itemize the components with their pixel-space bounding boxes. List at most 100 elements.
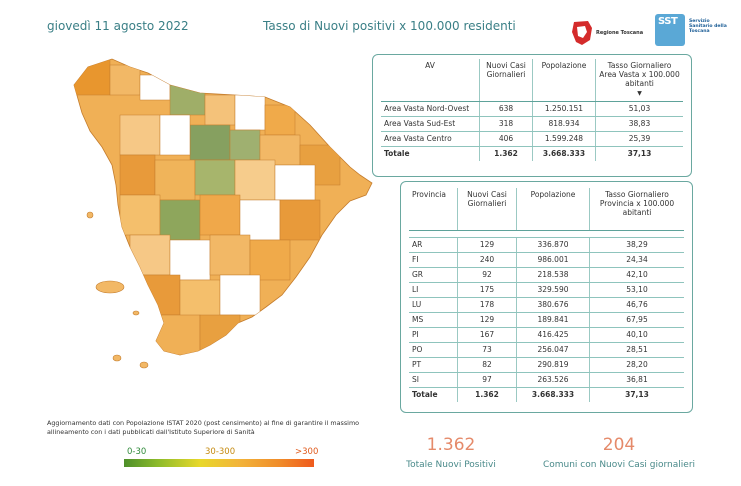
prov-total-cases: 1.362 bbox=[457, 387, 517, 402]
table-total-row: Totale 1.362 3.668.333 37,13 bbox=[381, 146, 683, 161]
kpi-comuni-value: 204 bbox=[602, 435, 636, 455]
area-vasta-panel: AV Nuovi Casi Giornalieri Popolazione Ta… bbox=[372, 54, 692, 177]
prov-cases: 167 bbox=[457, 327, 517, 343]
prov-population: 336.870 bbox=[516, 237, 590, 253]
table-row: Area Vasta Sud-Est 318 818.934 38,83 bbox=[381, 116, 683, 132]
prov-rate: 36,81 bbox=[589, 372, 684, 388]
kpi-total-label: Totale Nuovi Positivi bbox=[406, 460, 496, 470]
area-vasta-table: AV Nuovi Casi Giornalieri Popolazione Ta… bbox=[381, 59, 683, 161]
table-row: LU 178 380.676 46,76 bbox=[409, 297, 684, 313]
av-rate: 51,03 bbox=[595, 101, 683, 117]
table-row: PO 73 256.047 28,51 bbox=[409, 342, 684, 358]
prov-rate: 24,34 bbox=[589, 252, 684, 268]
prov-cases: 97 bbox=[457, 372, 517, 388]
prov-code: PI bbox=[409, 327, 458, 343]
sort-desc-icon[interactable]: ▼ bbox=[637, 90, 642, 97]
prov-cases: 129 bbox=[457, 312, 517, 328]
table-total-row: Totale 1.362 3.668.333 37,13 bbox=[409, 387, 684, 402]
prov-header-provincia[interactable]: Provincia bbox=[409, 188, 458, 231]
header-date: giovedì 11 agosto 2022 bbox=[47, 19, 189, 33]
av-rate: 25,39 bbox=[595, 131, 683, 147]
prov-population: 290.819 bbox=[516, 357, 590, 373]
prov-header-cases[interactable]: Nuovi Casi Giornalieri bbox=[457, 188, 517, 231]
prov-code: AR bbox=[409, 237, 458, 253]
table-row: SI 97 263.526 36,81 bbox=[409, 372, 684, 388]
table-row: PI 167 416.425 40,10 bbox=[409, 327, 684, 343]
prov-cases: 92 bbox=[457, 267, 517, 283]
prov-population: 416.425 bbox=[516, 327, 590, 343]
table-row: Area Vasta Nord-Ovest 638 1.250.151 51,0… bbox=[381, 101, 683, 117]
sst-logo-subtitle: Servizio Sanitario della Toscana bbox=[689, 19, 727, 35]
av-header-population[interactable]: Popolazione bbox=[532, 59, 596, 102]
kpi-total-value: 1.362 bbox=[426, 435, 476, 455]
prov-code: LU bbox=[409, 297, 458, 313]
legend-mid: 30-300 bbox=[205, 447, 236, 457]
prov-header-population[interactable]: Popolazione bbox=[516, 188, 590, 231]
prov-code: LI bbox=[409, 282, 458, 298]
table-row: Area Vasta Centro 406 1.599.248 25,39 bbox=[381, 131, 683, 147]
av-total-label: Totale bbox=[384, 149, 410, 158]
av-cases: 638 bbox=[479, 101, 533, 117]
av-header-av[interactable]: AV bbox=[381, 59, 480, 102]
prov-header-rate[interactable]: Tasso Giornaliero Provincia x 100.000 ab… bbox=[589, 188, 684, 231]
prov-code: SI bbox=[409, 372, 458, 388]
prov-population: 218.538 bbox=[516, 267, 590, 283]
prov-cases: 240 bbox=[457, 252, 517, 268]
prov-cases: 178 bbox=[457, 297, 517, 313]
av-cases: 406 bbox=[479, 131, 533, 147]
prov-cases: 175 bbox=[457, 282, 517, 298]
prov-rate: 53,10 bbox=[589, 282, 684, 298]
page-title: Tasso di Nuovi positivi x 100.000 reside… bbox=[263, 19, 516, 33]
prov-code: PT bbox=[409, 357, 458, 373]
prov-population: 380.676 bbox=[516, 297, 590, 313]
av-cases: 318 bbox=[479, 116, 533, 132]
prov-rate: 38,29 bbox=[589, 237, 684, 253]
prov-rate: 28,51 bbox=[589, 342, 684, 358]
av-name: Area Vasta Nord-Ovest bbox=[381, 101, 480, 117]
legend-low: 0-30 bbox=[127, 447, 147, 457]
provincia-panel: Provincia Nuovi Casi Giornalieri Popolaz… bbox=[400, 181, 693, 413]
av-name: Area Vasta Centro bbox=[381, 131, 480, 147]
sst-logo-text: SST bbox=[658, 16, 678, 27]
prov-rate: 42,10 bbox=[589, 267, 684, 283]
prov-code: GR bbox=[409, 267, 458, 283]
av-population: 818.934 bbox=[532, 116, 596, 132]
av-header-rate-label: Tasso Giornaliero Area Vasta x 100.000 a… bbox=[599, 61, 680, 88]
av-population: 1.599.248 bbox=[532, 131, 596, 147]
prov-cases: 82 bbox=[457, 357, 517, 373]
prov-code: FI bbox=[409, 252, 458, 268]
prov-cases: 129 bbox=[457, 237, 517, 253]
legend-labels: 0-30 30-300 >300 bbox=[127, 447, 318, 457]
prov-rate: 28,20 bbox=[589, 357, 684, 373]
prov-code: MS bbox=[409, 312, 458, 328]
prov-total-rate: 37,13 bbox=[589, 387, 684, 402]
prov-cases: 73 bbox=[457, 342, 517, 358]
prov-population: 189.841 bbox=[516, 312, 590, 328]
av-header-cases[interactable]: Nuovi Casi Giornalieri bbox=[479, 59, 533, 102]
regione-toscana-logo bbox=[572, 21, 592, 45]
av-total-population: 3.668.333 bbox=[532, 146, 596, 161]
sst-logo bbox=[655, 14, 685, 46]
prov-rate: 46,76 bbox=[589, 297, 684, 313]
av-total-rate: 37,13 bbox=[595, 146, 683, 161]
table-row: GR 92 218.538 42,10 bbox=[409, 267, 684, 283]
table-row: LI 175 329.590 53,10 bbox=[409, 282, 684, 298]
table-row: MS 129 189.841 67,95 bbox=[409, 312, 684, 328]
av-header-rate[interactable]: Tasso Giornaliero Area Vasta x 100.000 a… bbox=[595, 59, 683, 102]
provincia-table: Provincia Nuovi Casi Giornalieri Popolaz… bbox=[409, 188, 684, 402]
prov-rate: 40,10 bbox=[589, 327, 684, 343]
prov-population: 329.590 bbox=[516, 282, 590, 298]
av-rate: 38,83 bbox=[595, 116, 683, 132]
update-note: Aggiornamento dati con Popolazione ISTAT… bbox=[47, 419, 360, 436]
legend-color-bar bbox=[124, 459, 314, 467]
prov-population: 986.001 bbox=[516, 252, 590, 268]
prov-rate: 67,95 bbox=[589, 312, 684, 328]
tuscany-map bbox=[73, 58, 373, 369]
av-total-cases: 1.362 bbox=[479, 146, 533, 161]
table-row: PT 82 290.819 28,20 bbox=[409, 357, 684, 373]
av-name: Area Vasta Sud-Est bbox=[381, 116, 480, 132]
prov-total-label: Totale bbox=[412, 390, 438, 399]
table-row: AR 129 336.870 38,29 bbox=[409, 237, 684, 253]
prov-population: 256.047 bbox=[516, 342, 590, 358]
prov-population: 263.526 bbox=[516, 372, 590, 388]
